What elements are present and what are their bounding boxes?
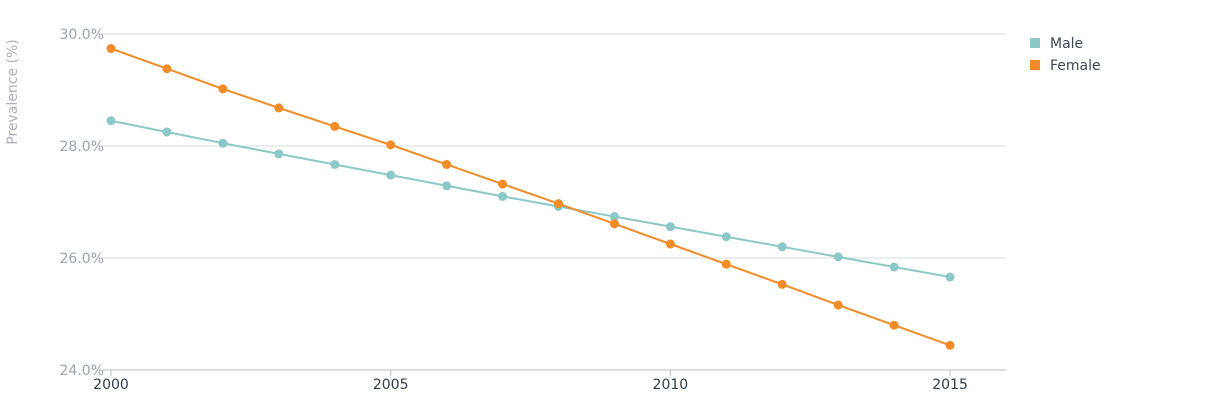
data-point-male[interactable] [218, 139, 227, 148]
legend: Male Female [1030, 36, 1101, 74]
data-point-male[interactable] [330, 160, 339, 169]
data-point-male[interactable] [498, 192, 507, 201]
data-point-female[interactable] [834, 301, 843, 310]
data-point-male[interactable] [890, 262, 899, 271]
data-point-female[interactable] [554, 199, 563, 208]
data-point-female[interactable] [890, 321, 899, 330]
x-axis: 2000 2005 2010 2015 [93, 370, 968, 393]
y-tick-label: 28.0% [60, 139, 104, 155]
series-line-female [111, 49, 950, 346]
x-tick-label: 2010 [653, 377, 689, 393]
legend-label-female[interactable]: Female [1050, 58, 1101, 74]
y-tick-label: 26.0% [60, 251, 104, 267]
data-point-female[interactable] [722, 260, 731, 269]
data-point-female[interactable] [162, 64, 171, 73]
data-point-male[interactable] [162, 128, 171, 137]
x-tick-label: 2000 [93, 377, 129, 393]
data-point-male[interactable] [666, 222, 675, 231]
legend-swatch-male [1030, 38, 1040, 48]
data-point-female[interactable] [274, 103, 283, 112]
data-point-female[interactable] [778, 280, 787, 289]
data-point-female[interactable] [946, 341, 955, 350]
data-point-male[interactable] [722, 232, 731, 241]
data-point-female[interactable] [498, 180, 507, 189]
legend-swatch-female [1030, 60, 1040, 70]
y-tick-label: 30.0% [60, 27, 104, 43]
data-point-male[interactable] [386, 171, 395, 180]
data-point-female[interactable] [610, 219, 619, 228]
series-line-male [111, 121, 950, 277]
y-axis: 24.0%26.0%28.0%30.0% [60, 27, 104, 379]
data-point-male[interactable] [778, 242, 787, 251]
legend-label-male[interactable]: Male [1050, 36, 1083, 52]
data-point-female[interactable] [666, 240, 675, 249]
data-point-female[interactable] [218, 84, 227, 93]
data-point-male[interactable] [946, 273, 955, 282]
data-point-male[interactable] [274, 149, 283, 158]
x-tick-label: 2015 [932, 377, 968, 393]
data-point-male[interactable] [834, 252, 843, 261]
data-point-male[interactable] [442, 181, 451, 190]
data-point-female[interactable] [386, 140, 395, 149]
x-tick-label: 2005 [373, 377, 409, 393]
data-point-male[interactable] [107, 116, 116, 125]
data-point-female[interactable] [330, 122, 339, 131]
data-point-female[interactable] [107, 44, 116, 53]
data-point-female[interactable] [442, 160, 451, 169]
series-layer [107, 44, 955, 350]
y-axis-title: Prevalence (%) [5, 39, 21, 145]
